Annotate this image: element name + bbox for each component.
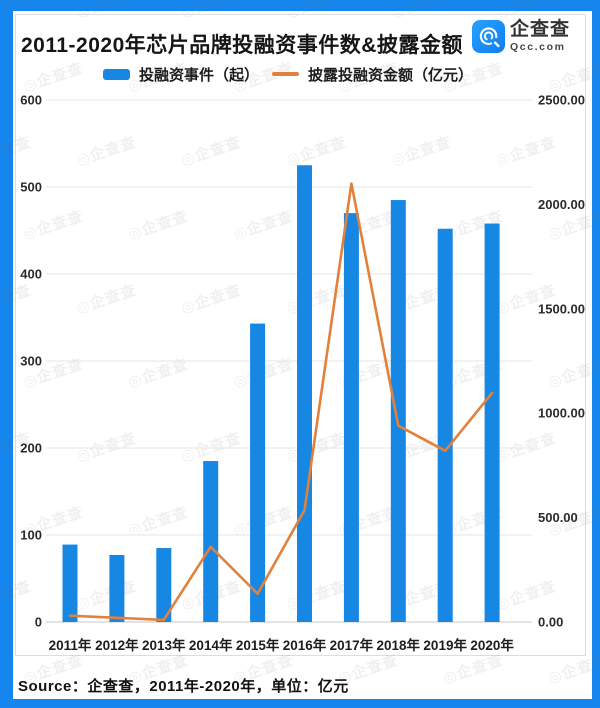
bar-2013年 <box>156 548 172 622</box>
right-axis-tick: 500.00 <box>538 510 578 525</box>
left-axis-tick: 300 <box>20 354 42 369</box>
x-axis-label: 2012年 <box>95 637 139 653</box>
x-axis-label: 2018年 <box>377 637 421 653</box>
qcc-logo-name: 企查查 <box>510 19 571 41</box>
left-axis-tick: 600 <box>20 93 42 108</box>
amount-line <box>68 182 494 622</box>
bar-2017年 <box>343 213 359 622</box>
chart-legend: 投融资事件（起） 披露投融资金额（亿元） <box>103 64 473 84</box>
qcc-logo: 企查查 Qcc.com <box>472 20 570 53</box>
x-axis-label: 2016年 <box>283 637 327 653</box>
bar-2016年 <box>297 165 312 622</box>
qcc-logo-text: 企查查 Qcc.com <box>510 20 570 53</box>
x-axis-label: 2015年 <box>236 637 280 653</box>
bar-series-swatch <box>103 68 130 80</box>
left-axis-tick: 400 <box>20 267 42 282</box>
bar-2014年 <box>203 461 219 622</box>
legend-item-events: 投融资事件（起） <box>103 64 259 85</box>
bar-2020年 <box>484 223 500 623</box>
x-axis-label: 2020年 <box>470 637 514 653</box>
right-axis-tick: 2000.00 <box>538 197 585 212</box>
bar-2015年 <box>250 323 266 622</box>
x-axis-label: 2014年 <box>189 637 233 653</box>
right-axis-tick: 0.00 <box>538 615 563 630</box>
magnifier-q-icon <box>479 26 500 47</box>
left-axis-tick: 100 <box>20 528 42 543</box>
source-note: Source：企查查，2011年-2020年，单位：亿元 <box>18 678 349 695</box>
chart-title: 2011-2020年芯片品牌投融资事件数&披露金额 <box>21 34 463 57</box>
x-axis-label: 2017年 <box>330 637 374 653</box>
left-axis-tick: 500 <box>20 180 42 195</box>
x-axis-label: 2011年 <box>49 637 92 653</box>
bar-2012年 <box>109 555 125 622</box>
bar-2011年 <box>62 544 78 622</box>
legend-item-amount: 披露投融资金额（亿元） <box>272 64 473 85</box>
qcc-logo-domain: Qcc.com <box>510 41 566 54</box>
legend-label-amount: 披露投融资金额（亿元） <box>308 66 474 84</box>
x-axis-label: 2019年 <box>423 637 467 653</box>
bar-2019年 <box>437 228 453 622</box>
x-axis-label: 2013年 <box>142 637 186 653</box>
bar-2018年 <box>390 200 406 623</box>
line-series-swatch <box>272 72 300 76</box>
right-axis-tick: 1500.00 <box>538 301 585 316</box>
left-axis-tick: 200 <box>20 441 42 456</box>
legend-label-events: 投融资事件（起） <box>139 66 260 84</box>
qcc-logo-icon <box>472 20 505 53</box>
right-axis-tick: 2500.00 <box>538 93 585 108</box>
right-axis-tick: 1000.00 <box>538 406 585 421</box>
left-axis-tick: 0 <box>35 615 42 630</box>
